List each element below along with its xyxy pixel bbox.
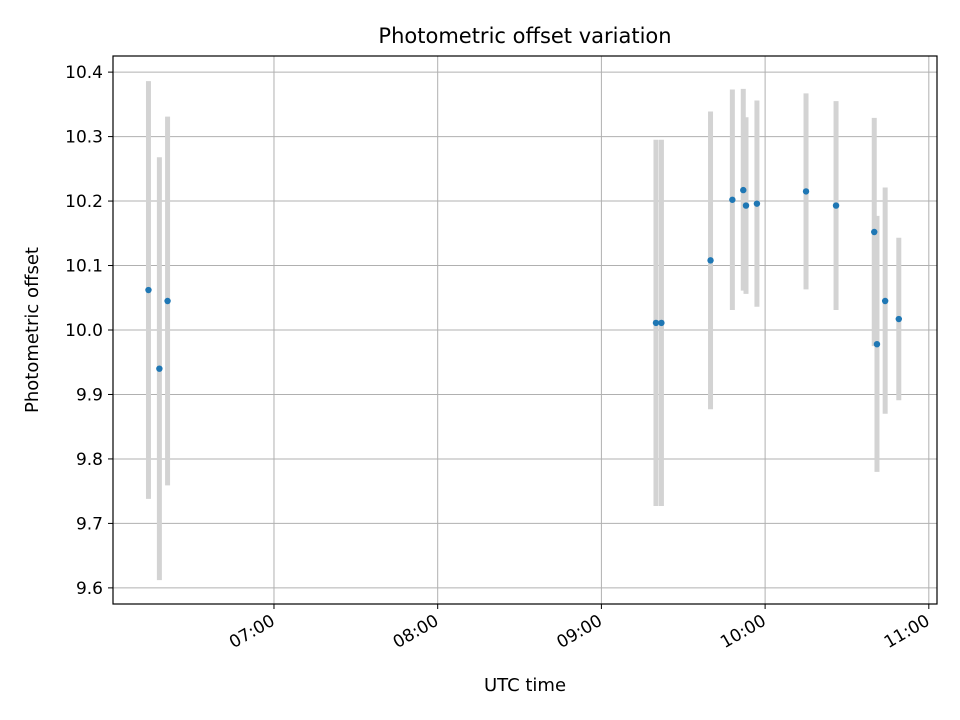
y-tick-label: 9.8 (76, 450, 103, 470)
y-tick-label: 10.3 (65, 128, 103, 148)
data-point (740, 186, 747, 194)
y-tick-label: 10.4 (65, 63, 103, 83)
chart-title: Photometric offset variation (378, 24, 671, 48)
data-point (832, 202, 840, 209)
data-point (156, 365, 163, 372)
y-tick-label: 10.2 (65, 192, 103, 212)
data-point (658, 319, 665, 327)
data-point (873, 340, 881, 348)
data-point (652, 319, 660, 327)
y-tick-label: 9.6 (76, 579, 103, 599)
data-point (164, 297, 171, 305)
y-tick-label: 10.0 (65, 321, 103, 341)
data-point (753, 200, 761, 207)
data-point (871, 228, 878, 236)
data-point (742, 202, 750, 209)
data-points (145, 186, 903, 372)
y-axis-label: Photometric offset (22, 247, 43, 413)
data-point (881, 297, 889, 305)
y-tick-label: 10.1 (65, 257, 103, 277)
data-point (895, 315, 903, 323)
data-point (707, 257, 714, 264)
y-tick-label: 9.9 (76, 385, 103, 405)
data-point (145, 286, 152, 294)
y-tick-label: 9.7 (76, 514, 103, 534)
y-axis-ticks: 9.6 9.7 9.8 9.9 10.0 10.1 10.2 10.3 10.4 (65, 63, 113, 599)
x-axis-label: UTC time (484, 675, 566, 696)
data-point (729, 196, 736, 203)
data-point (802, 188, 810, 195)
grid (113, 56, 937, 604)
